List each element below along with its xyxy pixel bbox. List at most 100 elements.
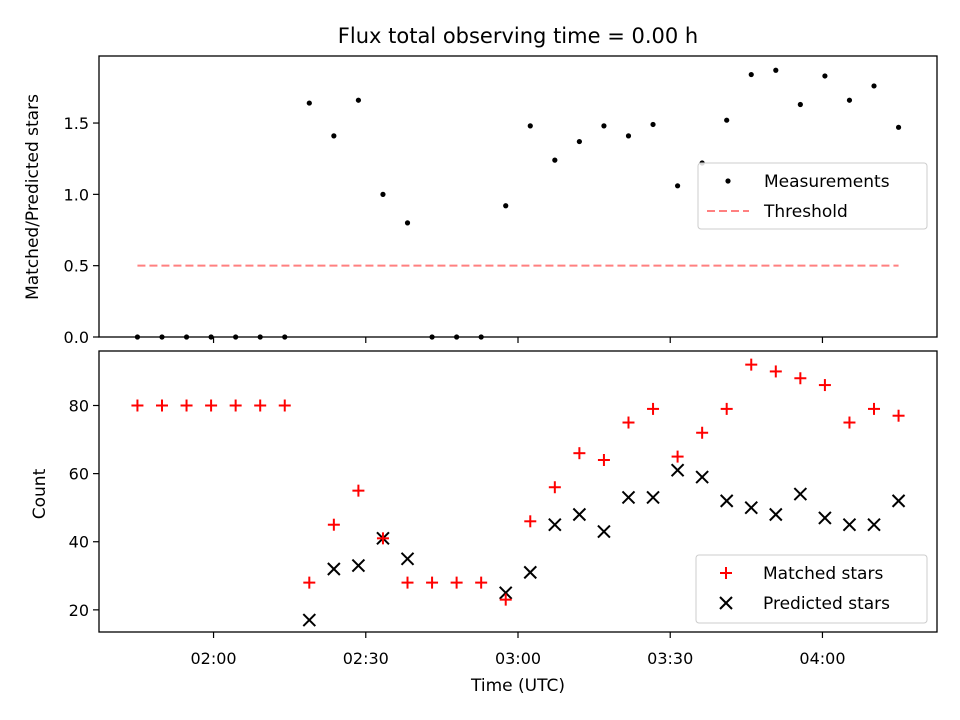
predicted-star-point <box>818 511 832 525</box>
measurement-point <box>748 71 754 78</box>
matched-star-point <box>524 515 537 528</box>
matched-star-point <box>229 399 242 412</box>
bottom-y-tick-label: 20 <box>69 601 89 620</box>
matched-star-point <box>278 399 291 412</box>
legend-threshold-label: Threshold <box>763 202 848 222</box>
measurement-point <box>380 191 386 197</box>
predicted-star-point <box>523 565 537 580</box>
predicted-star-point <box>499 586 513 600</box>
matched-star-point <box>155 399 168 412</box>
chart-title: Flux total observing time = 0.00 h <box>338 24 698 48</box>
measurement-point <box>601 123 607 129</box>
measurement-point <box>331 133 337 139</box>
measurement-point <box>306 100 312 106</box>
predicted-star-point <box>548 518 562 532</box>
measurement-point <box>552 157 558 163</box>
predicted-star-point <box>302 613 317 627</box>
top-y-axis-label: Matched/Predicted stars <box>23 94 43 300</box>
measurement-point <box>724 117 730 123</box>
predicted-star-point <box>621 490 636 505</box>
measurement-point <box>773 67 779 73</box>
matched-star-point <box>303 576 316 589</box>
predicted-star-point <box>572 507 587 522</box>
predicted-star-point <box>842 518 857 532</box>
predicted-star-point <box>670 463 685 477</box>
bottom-legend: Matched stars Predicted stars <box>695 554 928 624</box>
top-y-tick-label: 0.0 <box>64 328 89 347</box>
top-y-ticks: 0.0 0.5 1.0 1.5 <box>64 114 99 347</box>
bottom-y-axis-label: Count <box>30 468 50 519</box>
top-x-ticks <box>212 337 824 343</box>
bottom-legend-box <box>695 554 928 624</box>
measurement-point <box>355 97 362 103</box>
predicted-star-point <box>646 490 660 505</box>
matched-star-point <box>622 416 635 429</box>
predicted-star-point <box>695 470 709 484</box>
matched-star-point <box>745 358 758 371</box>
x-tick-label: 02:30 <box>343 649 389 668</box>
matched-star-point <box>892 409 905 422</box>
matched-star-point <box>499 593 512 606</box>
x-tick-label: 04:00 <box>799 649 845 668</box>
predicted-star-point <box>400 552 415 566</box>
measurement-point <box>871 83 877 89</box>
predicted-star-point <box>793 487 808 501</box>
measurement-point <box>822 73 828 79</box>
legend-matched-marker <box>720 567 732 579</box>
measurement-point <box>576 138 582 145</box>
bottom-x-ticks: 02:00 02:30 03:00 03:30 04:00 <box>190 632 846 668</box>
predicted-star-point <box>327 562 341 576</box>
measurement-point <box>625 133 632 139</box>
bottom-marks <box>131 358 906 627</box>
bottom-y-ticks: 20 40 60 80 <box>69 396 99 620</box>
top-y-tick-label: 1.0 <box>64 185 89 204</box>
legend-measurements-label: Measurements <box>764 172 890 192</box>
matched-star-point <box>401 576 414 589</box>
legend-predicted-label: Predicted stars <box>763 594 890 614</box>
matched-star-point <box>597 453 610 466</box>
measurement-point <box>895 124 902 130</box>
matched-star-point <box>131 399 144 412</box>
x-tick-label: 03:30 <box>647 649 693 668</box>
legend-predicted-marker <box>719 596 733 610</box>
predicted-star-point <box>719 494 734 508</box>
bottom-y-tick-label: 40 <box>69 533 89 552</box>
top-panel: 0.0 0.5 1.0 1.5 Matched/Predicted stars Mea… <box>23 55 938 347</box>
predicted-star-point <box>769 507 783 522</box>
matched-star-point <box>843 416 856 429</box>
matched-star-point <box>180 399 193 412</box>
top-legend: Measurements Threshold <box>697 162 928 230</box>
top-legend-box <box>697 162 928 230</box>
matched-star-point <box>720 402 733 415</box>
matched-star-point <box>475 576 488 589</box>
matched-star-point <box>696 426 709 439</box>
matched-star-point <box>548 481 561 494</box>
matched-star-point <box>573 447 586 460</box>
measurement-point <box>404 220 411 226</box>
matched-star-point <box>327 518 340 531</box>
matched-star-point <box>794 372 807 385</box>
bottom-panel: 20 40 60 80 02:00 02:30 03:00 03:30 04:00 Count… <box>30 350 938 696</box>
matched-star-point <box>769 365 782 378</box>
measurement-point <box>674 183 681 189</box>
matched-star-point <box>818 379 831 392</box>
matched-star-point <box>426 576 439 589</box>
legend-measurements-marker <box>725 178 731 184</box>
predicted-star-point <box>597 524 611 539</box>
matched-star-point <box>868 402 881 415</box>
x-tick-label: 02:00 <box>190 649 236 668</box>
predicted-star-point <box>351 558 366 573</box>
measurement-point <box>503 203 509 209</box>
measurement-point <box>846 97 853 103</box>
bottom-y-tick-label: 60 <box>69 465 89 484</box>
bottom-y-tick-label: 80 <box>69 396 89 415</box>
matched-star-point <box>352 484 365 497</box>
matched-star-point <box>671 450 684 463</box>
x-axis-label: Time (UTC) <box>470 676 565 696</box>
measurement-point <box>527 123 533 129</box>
measurement-point <box>797 101 803 108</box>
predicted-star-point <box>867 518 881 532</box>
predicted-star-point <box>891 494 906 508</box>
matched-star-point <box>647 402 660 415</box>
